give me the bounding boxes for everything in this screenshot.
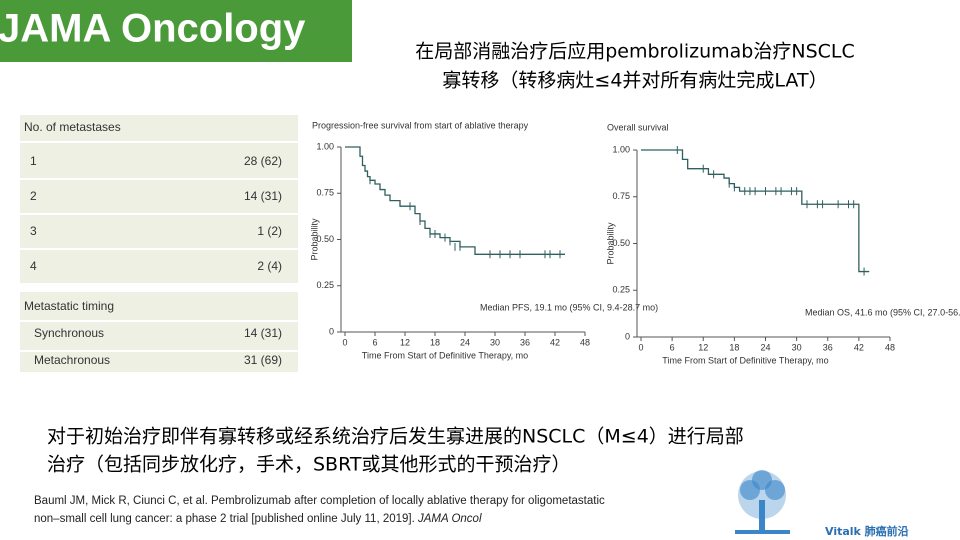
x-tick-label: 36 bbox=[823, 342, 833, 352]
chart-title: Overall survival bbox=[607, 122, 669, 132]
x-tick-label: 36 bbox=[520, 337, 530, 347]
slide-title: 在局部消融治疗后应用pembrolizumab治疗NSCLC bbox=[415, 41, 855, 63]
y-tick-label: 0.25 bbox=[612, 285, 630, 295]
x-tick-label: 18 bbox=[430, 337, 440, 347]
x-tick-label: 0 bbox=[342, 337, 347, 347]
citation-text: non–small cell lung cancer: a phase 2 tr… bbox=[34, 513, 415, 525]
survival-curve bbox=[641, 149, 870, 273]
table-header: Metastatic timing bbox=[24, 299, 114, 313]
x-tick-label: 42 bbox=[854, 342, 864, 352]
y-tick-label: 0.50 bbox=[612, 238, 630, 248]
x-tick-label: 30 bbox=[792, 342, 802, 352]
chart-annotation: Median PFS, 19.1 mo (95% CI, 9.4-28.7 mo… bbox=[480, 302, 658, 312]
table-cell: 14 (31) bbox=[244, 189, 282, 203]
y-axis-label: Probability bbox=[605, 222, 615, 265]
survival-curve bbox=[345, 146, 565, 255]
chart-title: Progression-free survival from start of … bbox=[312, 120, 529, 130]
y-tick-label: 0 bbox=[329, 326, 334, 336]
y-tick-label: 0.50 bbox=[316, 234, 334, 244]
y-tick-label: 0.75 bbox=[316, 188, 334, 198]
table-cell: 31 (69) bbox=[244, 353, 282, 367]
table-panel bbox=[20, 292, 298, 372]
x-tick-label: 24 bbox=[760, 342, 770, 352]
journal-name: JAMA Oncology bbox=[0, 7, 306, 51]
y-tick-label: 0.25 bbox=[316, 280, 334, 290]
x-axis-label: Time From Start of Definitive Therapy, m… bbox=[362, 350, 528, 360]
x-tick-label: 12 bbox=[698, 342, 708, 352]
y-axis-label: Probability bbox=[309, 218, 319, 261]
x-tick-label: 48 bbox=[885, 342, 895, 352]
x-tick-label: 18 bbox=[729, 342, 739, 352]
y-tick-label: 0.75 bbox=[612, 191, 630, 201]
body-text: 对于初始治疗即伴有寡转移或经系统治疗后发生寡进展的NSCLC（M≤4）进行局部 bbox=[47, 426, 744, 448]
table-cell: 14 (31) bbox=[244, 326, 282, 340]
x-tick-label: 0 bbox=[638, 342, 643, 352]
brand: Vitalk 肺癌前沿 bbox=[825, 524, 909, 538]
y-tick-label: 0 bbox=[625, 331, 630, 341]
table-cell: 2 (4) bbox=[257, 259, 282, 273]
x-tick-label: 6 bbox=[372, 337, 377, 347]
citation: Bauml JM, Mick R, Ciunci C, et al. Pembr… bbox=[34, 495, 605, 507]
x-tick-label: 12 bbox=[400, 337, 410, 347]
x-tick-label: 48 bbox=[580, 337, 590, 347]
y-tick-label: 1.00 bbox=[316, 141, 334, 151]
table-cell: 1 bbox=[30, 154, 37, 168]
table-cell: 3 bbox=[30, 224, 37, 238]
y-tick-label: 1.00 bbox=[612, 144, 630, 154]
body-text: 治疗（包括同步放化疗，手术，SBRT或其他形式的干预治疗） bbox=[47, 454, 571, 476]
x-tick-label: 42 bbox=[550, 337, 560, 347]
table-cell: Metachronous bbox=[34, 353, 110, 367]
x-axis-label: Time From Start of Definitive Therapy, m… bbox=[662, 355, 828, 365]
x-tick-label: 6 bbox=[670, 342, 675, 352]
citation-journal: JAMA Oncol bbox=[417, 513, 482, 525]
table-cell: 2 bbox=[30, 189, 37, 203]
x-tick-label: 30 bbox=[490, 337, 500, 347]
citation: non–small cell lung cancer: a phase 2 tr… bbox=[34, 513, 482, 525]
table-cell: Synchronous bbox=[34, 326, 104, 340]
chart-annotation: Median OS, 41.6 mo (95% CI, 27.0-56.2 mo… bbox=[805, 307, 960, 317]
table-cell: 4 bbox=[30, 259, 37, 273]
table-header: No. of metastases bbox=[24, 120, 121, 134]
x-tick-label: 24 bbox=[460, 337, 470, 347]
journal-banner bbox=[0, 0, 352, 62]
table-cell: 28 (62) bbox=[244, 154, 282, 168]
slide-title: 寡转移（转移病灶≤4并对所有病灶完成LAT） bbox=[442, 70, 827, 92]
table-cell: 1 (2) bbox=[257, 224, 282, 238]
logo bbox=[735, 470, 790, 534]
